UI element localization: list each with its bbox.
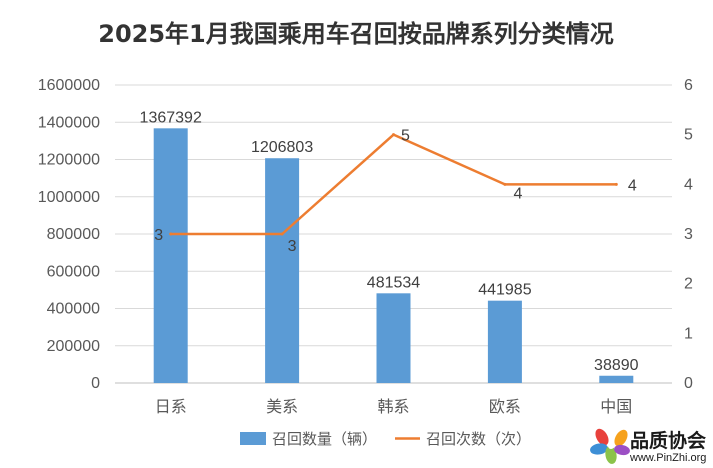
bar [153, 128, 188, 383]
line-value-label: 3 [288, 238, 297, 255]
bar-value-label: 38890 [594, 357, 639, 374]
line-point [392, 133, 395, 137]
category-label: 美系 [266, 397, 298, 416]
y-left-tick-label: 600000 [47, 263, 100, 280]
line-value-label: 3 [154, 227, 163, 244]
line-path [170, 133, 617, 236]
category-label: 欧系 [489, 397, 521, 416]
y-left-tick-label: 0 [91, 375, 100, 392]
bar-value-label: 1367392 [140, 109, 202, 126]
bar [599, 375, 634, 383]
watermark-logo: 品质协会 www.PinZhi.org [590, 428, 706, 464]
bar [265, 158, 300, 383]
y-right-tick-label: 6 [684, 77, 693, 94]
line-value-label: 4 [513, 185, 522, 202]
line-value-label: 4 [628, 177, 637, 194]
watermark-name: 品质协会 [630, 429, 706, 452]
y-right-tick-label: 4 [684, 176, 693, 193]
category-axis: 日系 美系 韩系 欧系 中国 [155, 397, 633, 416]
y-left-tick-label: 200000 [47, 338, 100, 355]
data-labels: 1367392 1206803 481534 441985 38890 3 3 5 4 4 [140, 109, 639, 373]
y-left-tick-label: 1000000 [38, 189, 100, 206]
left-axis-ticks: 0 200000 400000 600000 800000 1000000 1200000 1… [38, 77, 100, 392]
bar-series [153, 128, 634, 383]
line-point [280, 232, 284, 236]
watermark-url: www.PinZhi.org [629, 452, 706, 464]
bar-value-label: 1206803 [251, 139, 313, 156]
legend-label-line: 召回次数（次） [426, 430, 531, 448]
bar [376, 293, 411, 383]
chart-title: 2025年1月我国乘用车召回按品牌系列分类情况 [98, 20, 614, 48]
y-left-tick-label: 400000 [47, 301, 100, 318]
line-series [169, 133, 618, 236]
legend-swatch-bars [240, 432, 266, 445]
y-right-tick-label: 1 [684, 325, 693, 342]
logo-flower-icon [590, 428, 630, 464]
bar-value-label: 441985 [478, 282, 531, 299]
line-point [503, 182, 507, 186]
line-point [614, 182, 618, 186]
line-value-label: 5 [401, 128, 410, 145]
y-left-tick-label: 800000 [47, 226, 100, 243]
line-point [169, 232, 173, 236]
legend: 召回数量（辆） 召回次数（次） [240, 430, 531, 448]
legend-label-bars: 召回数量（辆） [272, 430, 377, 448]
y-left-tick-label: 1400000 [38, 114, 100, 131]
y-left-tick-label: 1200000 [38, 152, 100, 169]
y-right-tick-label: 2 [684, 276, 693, 293]
category-label: 日系 [155, 397, 187, 416]
category-label: 中国 [600, 397, 632, 416]
y-right-tick-label: 3 [684, 226, 693, 243]
right-axis-ticks: 0 1 2 3 4 5 6 [684, 77, 693, 392]
bar [487, 300, 522, 383]
category-label: 韩系 [377, 397, 409, 416]
y-left-tick-label: 1600000 [38, 77, 100, 94]
bar-value-label: 481534 [367, 274, 420, 291]
y-right-tick-label: 5 [684, 127, 693, 144]
y-right-tick-label: 0 [684, 375, 693, 392]
